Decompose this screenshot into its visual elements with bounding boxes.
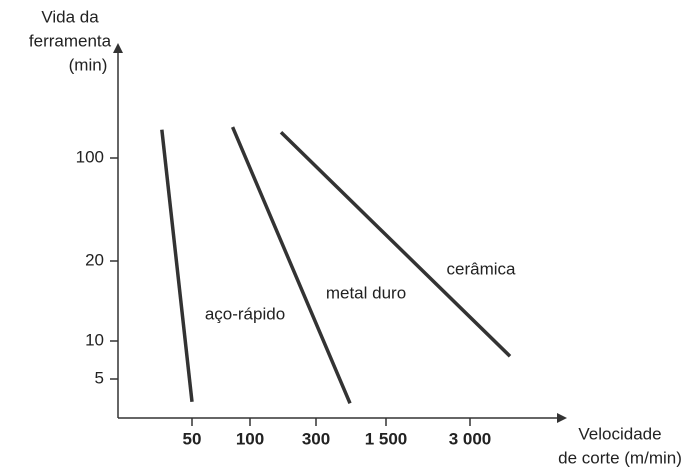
series-line — [279, 130, 512, 358]
series-label: metal duro — [326, 283, 406, 302]
series-line — [230, 126, 352, 405]
y-axis-label: ferramenta — [29, 31, 112, 50]
x-tick-label: 3 000 — [449, 429, 492, 448]
series-label: aço-rápido — [205, 304, 285, 323]
y-tick-label: 100 — [76, 147, 104, 166]
y-tick-label: 20 — [85, 250, 104, 269]
x-axis-label: Velocidade — [578, 424, 661, 443]
y-tick-label: 5 — [95, 368, 104, 387]
x-tick-label: 100 — [236, 429, 264, 448]
series-line — [160, 129, 194, 402]
y-axis-label: (min) — [69, 55, 108, 74]
x-axis-label: de corte (m/min) — [558, 448, 682, 467]
x-tick-label: 300 — [302, 429, 330, 448]
x-tick-label: 1 500 — [365, 429, 408, 448]
y-axis-label: Vida da — [41, 7, 99, 26]
series-label: cerâmica — [447, 259, 517, 278]
y-tick-label: 10 — [85, 330, 104, 349]
x-tick-label: 50 — [183, 429, 202, 448]
